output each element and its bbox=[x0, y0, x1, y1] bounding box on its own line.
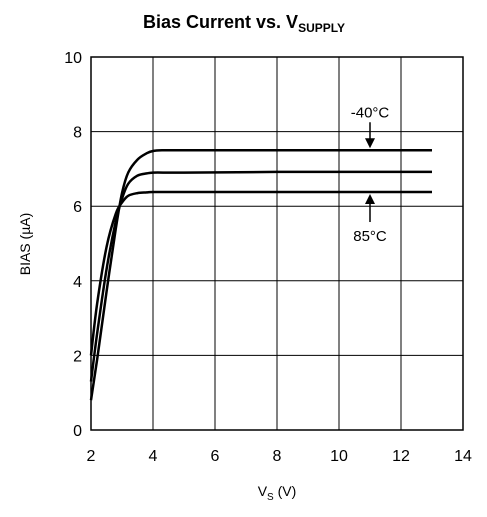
x-tick-label: 2 bbox=[87, 448, 96, 465]
x-tick-label: 10 bbox=[330, 448, 348, 465]
annotation-label: -40°C bbox=[351, 104, 390, 121]
x-tick-label: 14 bbox=[454, 448, 472, 465]
x-axis-label-subscript: S bbox=[267, 492, 274, 503]
y-tick-labels: 0 2 4 6 8 10 bbox=[64, 50, 82, 440]
annotation-arrowhead bbox=[365, 138, 375, 149]
x-axis-label-unit: (V) bbox=[274, 483, 297, 499]
annotation-label: 85°C bbox=[353, 228, 387, 245]
plot-frame bbox=[90, 56, 464, 431]
series-line-1 bbox=[89, 148, 432, 401]
chart-title-main: Bias Current vs. V bbox=[143, 12, 298, 32]
y-tick-label: 4 bbox=[73, 274, 82, 291]
y-tick-label: 2 bbox=[73, 348, 82, 365]
grid bbox=[90, 56, 464, 431]
series-line-3 bbox=[89, 190, 432, 356]
y-axis-label: BIAS (µA) bbox=[17, 213, 33, 276]
y-tick-label: 6 bbox=[73, 199, 82, 216]
chart-title-subscript: SUPPLY bbox=[298, 21, 345, 35]
x-tick-label: 4 bbox=[149, 448, 158, 465]
series-line-2 bbox=[89, 170, 433, 382]
y-tick-label: 8 bbox=[73, 125, 82, 142]
y-tick-label: 10 bbox=[64, 50, 82, 67]
chart-title: Bias Current vs. VSUPPLY bbox=[143, 12, 345, 35]
annotation-arrowhead bbox=[365, 194, 375, 205]
x-tick-labels: 2 4 6 8 10 12 14 bbox=[87, 448, 472, 465]
x-tick-label: 8 bbox=[273, 448, 282, 465]
x-axis-label-main: V bbox=[258, 483, 268, 499]
series-lines bbox=[89, 148, 433, 401]
x-axis-label: VS (V) bbox=[258, 483, 297, 503]
x-tick-label: 6 bbox=[211, 448, 220, 465]
y-tick-label: 0 bbox=[73, 423, 82, 440]
annotations: -40°C 85°C bbox=[351, 104, 390, 245]
x-tick-label: 12 bbox=[392, 448, 410, 465]
